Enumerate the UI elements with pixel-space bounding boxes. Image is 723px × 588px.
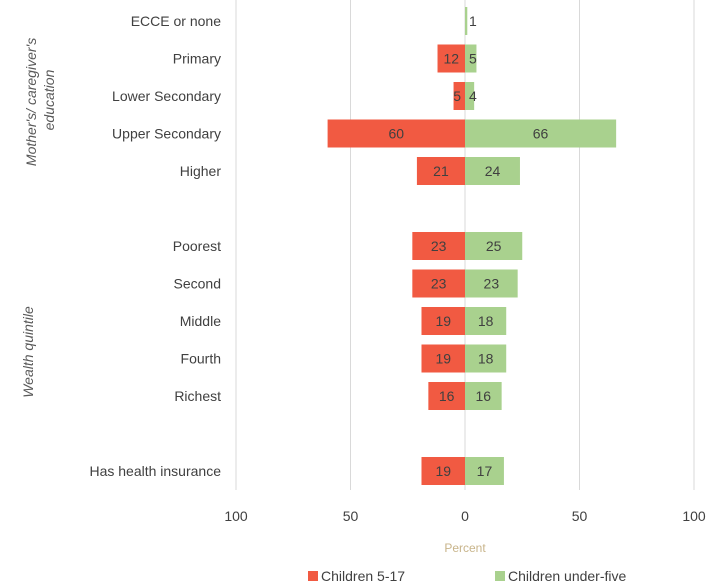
data-label-children-5-17-middle: 19 <box>435 313 451 329</box>
data-label-children-under-five-primary: 5 <box>469 51 477 67</box>
bar-children-5-17-upper-secondary <box>327 119 465 148</box>
category-labels: ECCE or none Primary Lower Secondary Upper … <box>89 13 221 479</box>
category-label-upper-secondary: Upper Secondary <box>112 126 221 142</box>
bar-children-5-17-fourth <box>421 344 465 373</box>
bar-children-under-five-lower-secondary <box>465 82 475 110</box>
category-label-fourth: Fourth <box>181 351 221 367</box>
category-label-ecce-or-none: ECCE or none <box>131 13 221 29</box>
data-label-children-under-five-middle: 18 <box>478 313 494 329</box>
data-label-children-5-17-second: 23 <box>431 276 447 292</box>
bar-children-under-five-higher <box>465 157 520 185</box>
bar-children-5-17-middle <box>421 307 465 335</box>
data-label-children-5-17-fourth: 19 <box>435 351 451 367</box>
legend-label-children-under-five: Children under-five <box>508 568 626 584</box>
legend-swatch-children-under-five <box>495 571 505 581</box>
bar-children-5-17-lower-secondary <box>453 82 465 110</box>
category-label-has-health-insurance: Has health insurance <box>89 463 221 479</box>
data-label-children-5-17-lower-secondary: 5 <box>453 88 461 104</box>
bar-children-under-five-poorest <box>465 232 523 260</box>
bar-children-under-five-middle <box>465 307 507 335</box>
data-label-children-under-five-richest: 16 <box>476 388 492 404</box>
legend: Children 5-17 Children under-five <box>308 568 626 584</box>
x-tick-label: 100 <box>224 508 248 524</box>
bar-children-5-17-second <box>412 269 465 298</box>
data-label-children-5-17-higher: 21 <box>433 163 449 179</box>
bar-children-5-17-primary <box>437 44 465 73</box>
data-label-children-5-17-poorest: 23 <box>431 238 447 254</box>
data-label-children-under-five-higher: 24 <box>485 163 501 179</box>
bar-children-under-five-richest <box>465 382 502 410</box>
bar-children-under-five-primary <box>465 44 477 73</box>
group-label-education-line1: Mother's/ caregiver's <box>23 38 39 166</box>
x-tick-label: 50 <box>572 508 588 524</box>
bar-children-under-five-fourth <box>465 344 507 373</box>
data-label-children-under-five-second: 23 <box>484 276 500 292</box>
data-label-children-5-17-upper-secondary: 60 <box>389 126 405 142</box>
category-label-higher: Higher <box>180 163 222 179</box>
bar-children-under-five-upper-secondary <box>465 119 617 148</box>
group-label-education-line2: education <box>41 69 57 130</box>
x-tick-label: 50 <box>343 508 359 524</box>
bar-children-5-17-has-health-insurance <box>421 457 465 485</box>
bar-children-under-five-ecce-or-none <box>465 7 468 35</box>
data-label-children-under-five-ecce-or-none: 1 <box>469 13 477 29</box>
category-label-primary: Primary <box>173 51 221 67</box>
data-label-children-5-17-richest: 16 <box>439 388 455 404</box>
data-label-children-under-five-has-health-insurance: 17 <box>477 463 493 479</box>
x-tick-labels: 100 50 0 50 100 <box>224 508 706 524</box>
bar-children-under-five-has-health-insurance <box>465 457 504 485</box>
data-label-children-5-17-primary: 12 <box>443 51 459 67</box>
category-label-poorest: Poorest <box>173 238 221 254</box>
group-label-education: Mother's/ caregiver's education <box>23 34 57 166</box>
x-axis-title: Percent <box>444 541 486 555</box>
bar-children-5-17-richest <box>428 382 465 410</box>
group-label-wealth: Wealth quintile <box>20 306 36 398</box>
data-label-children-under-five-poorest: 25 <box>486 238 502 254</box>
legend-label-children-5-17: Children 5-17 <box>321 568 405 584</box>
x-tick-label: 0 <box>461 508 469 524</box>
data-label-children-under-five-fourth: 18 <box>478 351 494 367</box>
data-label-children-under-five-upper-secondary: 66 <box>533 126 549 142</box>
category-label-lower-secondary: Lower Secondary <box>112 88 221 104</box>
bar-children-5-17-higher <box>416 157 465 185</box>
data-label-children-under-five-lower-secondary: 4 <box>469 88 477 104</box>
category-label-second: Second <box>174 276 221 292</box>
bar-children-5-17-poorest <box>412 232 465 260</box>
bar-children-under-five-second <box>465 269 518 298</box>
legend-swatch-children-5-17 <box>308 571 318 581</box>
x-tick-label: 100 <box>682 508 706 524</box>
category-label-middle: Middle <box>180 313 221 329</box>
category-label-richest: Richest <box>174 388 221 404</box>
data-label-children-5-17-has-health-insurance: 19 <box>435 463 451 479</box>
